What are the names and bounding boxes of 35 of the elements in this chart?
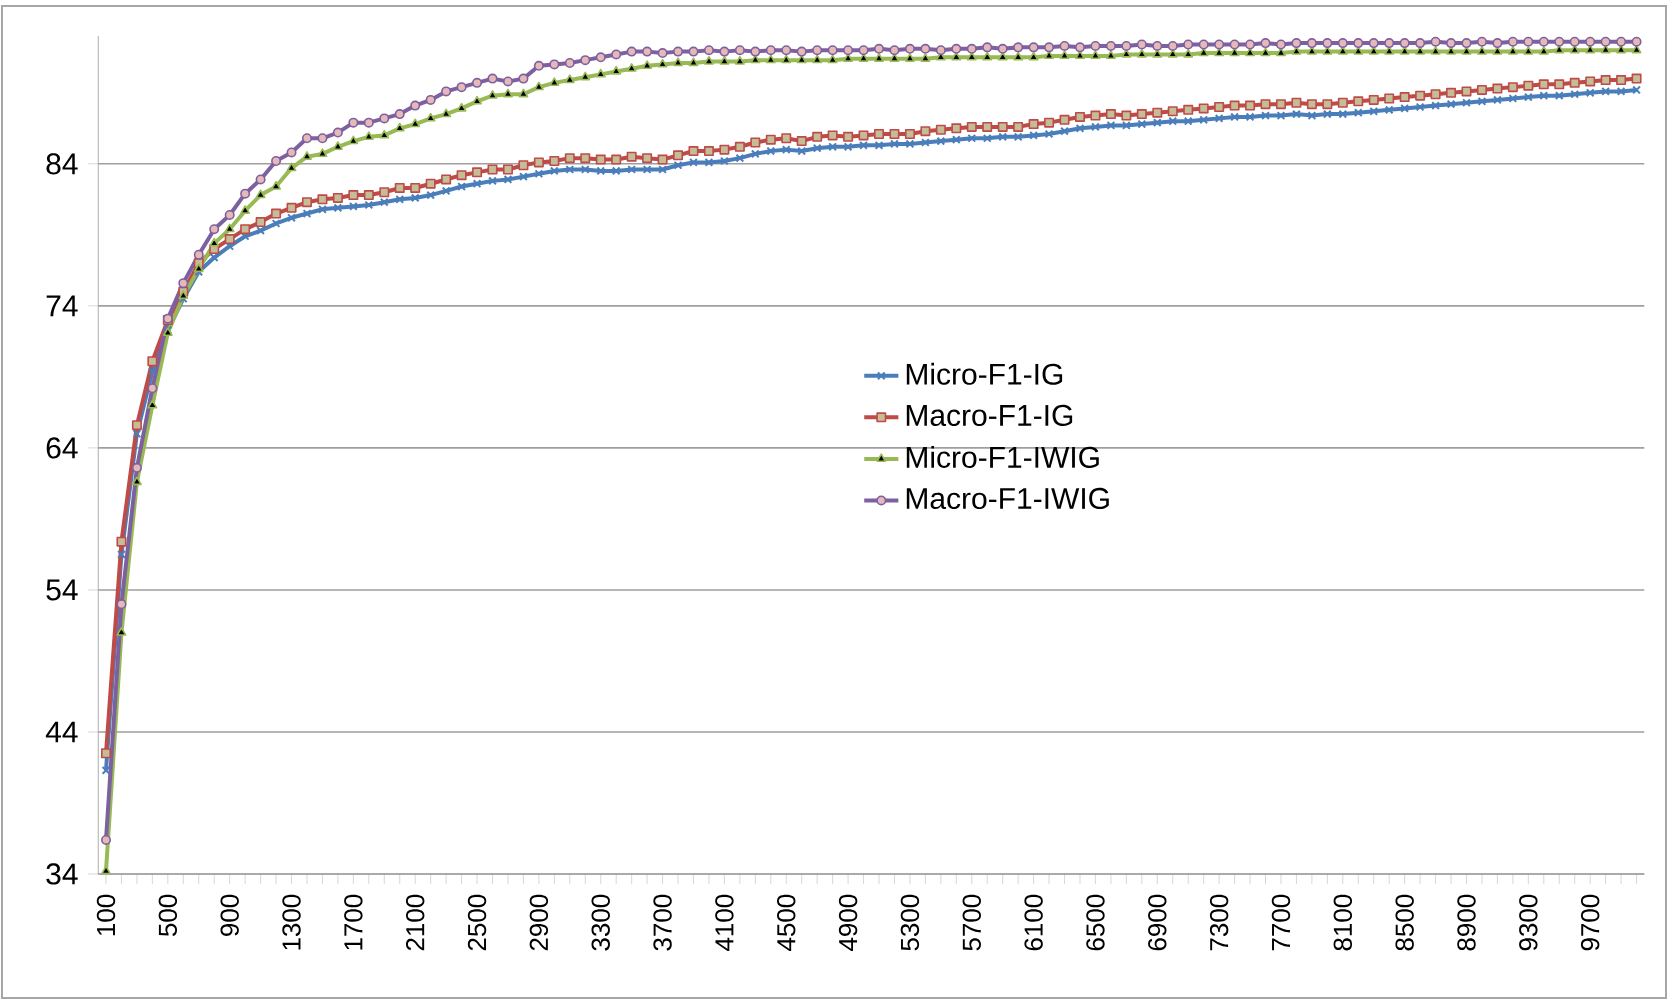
x-tick-label: 2900	[529, 894, 549, 951]
x-tick-label: 100	[96, 894, 116, 936]
x-tick-label: 8500	[1395, 894, 1414, 951]
x-tick-label: 6900	[1148, 894, 1167, 951]
legend-label: Micro-F1-IG	[906, 362, 1063, 385]
x-tick-label: 8900	[1457, 894, 1476, 951]
y-tick-label: 34	[46, 863, 78, 885]
y-tick-label: 84	[46, 153, 78, 175]
x-tick-label: 500	[158, 894, 178, 937]
x-tick-label: 2100	[405, 894, 425, 951]
x-tick-label: 8100	[1333, 894, 1353, 951]
x-tick-label: 9300	[1519, 894, 1538, 951]
x-tick-label: 4900	[838, 894, 858, 951]
y-tick-label: 44	[45, 721, 78, 743]
x-tick-label: 5700	[962, 894, 981, 951]
y-tick-label: 64	[46, 437, 78, 459]
x-tick-label: 2500	[467, 894, 487, 951]
x-tick-label: 900	[220, 894, 239, 936]
x-tick-label: 4100	[715, 894, 734, 951]
x-tick-label: 6100	[1024, 894, 1043, 951]
x-tick-label: 3300	[591, 894, 610, 951]
x-tick-label: 9700	[1580, 894, 1600, 951]
x-tick-label: 1700	[344, 894, 363, 950]
x-tick-label: 5300	[900, 894, 920, 951]
x-tick-label: 7300	[1209, 894, 1229, 951]
legend-label: Macro-F1-IG	[906, 404, 1073, 427]
y-tick-label: 74	[46, 295, 78, 317]
x-tick-label: 1300	[282, 894, 301, 950]
legend-label: Micro-F1-IWIG	[906, 445, 1099, 468]
x-tick-label: 7700	[1271, 894, 1291, 951]
x-tick-label: 4500	[777, 894, 796, 951]
x-tick-label: 6500	[1086, 894, 1105, 951]
x-tick-label: 3700	[653, 894, 672, 951]
y-tick-label: 54	[46, 579, 78, 601]
legend-label: Macro-F1-IWIG	[906, 487, 1109, 510]
